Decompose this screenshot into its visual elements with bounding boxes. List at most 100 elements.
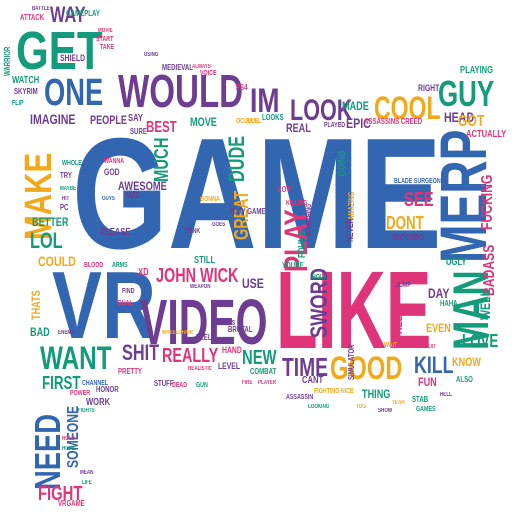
word-kill: KILL <box>414 352 454 379</box>
word-look: LOOK <box>290 94 353 127</box>
word-real: REAL <box>286 121 311 135</box>
word-show: SHOW <box>378 408 393 414</box>
word-ugly: UGLY <box>446 257 467 268</box>
word-skill: SKILL <box>246 118 262 125</box>
word-whole: WHOLE <box>62 160 82 167</box>
word-bad: BAD <box>30 325 50 339</box>
word-something: SOMETHING <box>306 203 313 236</box>
word-fun: FUN <box>418 375 437 389</box>
word-blood: BLOOD <box>84 262 104 269</box>
word-arms: ARMS <box>112 262 128 269</box>
word-still: STILL <box>194 255 216 266</box>
word-awesome: AWESOME <box>118 179 167 193</box>
word-god: GOD <box>104 167 120 177</box>
word-wheelchair: WHEELCHAIR <box>162 330 193 336</box>
word-keep: KEEP <box>391 309 405 334</box>
word-way: WAY <box>50 2 86 27</box>
word-medieval: MEDIEVAL <box>162 63 193 72</box>
word-amazing: AMAZING <box>347 191 356 220</box>
word-youre: YOURE <box>282 261 304 270</box>
word-fight: FIGHT <box>38 483 83 505</box>
word-flip: FLIP <box>12 100 24 107</box>
word-work: WORK <box>86 397 111 408</box>
word-cool: COOL <box>374 90 441 126</box>
word-enemy: ENEMY <box>58 330 75 336</box>
word-lot: LOT <box>278 185 291 194</box>
word-honor: HONOR <box>96 385 119 394</box>
word-first: FIRST <box>42 373 81 393</box>
word-watching: WATCHING <box>392 233 425 242</box>
word-better: BETTER <box>32 215 69 229</box>
word-brutal: BRUTAL <box>228 325 253 334</box>
word-hope: HOPE <box>62 446 75 452</box>
word-feel: FEEL <box>196 333 212 342</box>
word-going: GOING <box>337 150 348 176</box>
word-power: POWER <box>70 390 91 397</box>
word-shit: SHIT <box>122 340 160 365</box>
word-thats: THATS <box>29 290 43 320</box>
word-hand: HAND <box>222 345 242 355</box>
word-oculus: OCULUS <box>236 118 259 125</box>
word-good: GOOD <box>330 350 403 386</box>
word-dont: DONT <box>386 213 424 233</box>
word-jump: JUMP <box>396 282 411 289</box>
word-hell: HELL <box>440 392 452 398</box>
word-looking: LOOKING <box>308 404 330 410</box>
word-made: MADE <box>342 99 369 113</box>
word-video: VIDEO <box>140 286 268 358</box>
word-battle: BATTLE <box>32 6 50 12</box>
word-stuff: STUFF <box>154 379 174 388</box>
word-fire: FIRE <box>242 380 253 386</box>
word-feels: FEELS <box>218 320 236 327</box>
word-gun: GUN <box>196 382 208 389</box>
word-im: IM <box>250 82 280 120</box>
word-would: WOULD <box>118 65 244 117</box>
word-holy: HOLY <box>312 274 327 281</box>
word-wanna: WANNA <box>104 158 125 165</box>
word-day: DAY <box>428 285 450 301</box>
word-voice: VOICE <box>200 70 217 77</box>
word-next: NEXT <box>424 344 437 350</box>
word-john-wick: JOHN WICK <box>156 265 239 287</box>
word-time: TIME <box>282 352 328 382</box>
word-game: GAME <box>72 106 442 282</box>
word-goes: GOES <box>212 222 226 228</box>
word-looks: LOOKS <box>262 113 284 122</box>
word-gameplay: GAMEPLAY <box>66 9 100 18</box>
word-find: FIND <box>122 288 135 295</box>
word-haha: HAHA <box>440 299 458 308</box>
word-even: EVEN <box>426 321 451 335</box>
word-vr: VR <box>52 252 157 359</box>
word-weapon: WEAPON <box>190 284 211 290</box>
word-pc: PC <box>60 203 69 212</box>
word-people: PEOPLE <box>90 113 128 127</box>
word-imagine: IMAGINE <box>30 111 76 127</box>
word-hit: HIT <box>62 196 70 202</box>
word-right: RIGHT <box>418 83 440 93</box>
word-maybe: MAYBE <box>60 186 77 192</box>
word-playing: PLAYING <box>460 65 494 76</box>
word-fighting-nice: FIGHTING NICE <box>314 388 354 395</box>
word-combat: COMBAT <box>250 367 277 376</box>
word-pretty: PRETTY <box>118 367 142 376</box>
word-games: GAMES <box>416 406 436 413</box>
word-warrior: WARRIOR <box>3 46 12 76</box>
word-also: ALSO <box>456 375 473 384</box>
word-like: LIKE <box>276 249 432 372</box>
word-assassins-creed: ASSASSINS CREED <box>364 117 423 126</box>
word-see: SEE <box>404 189 434 211</box>
word-never: NEVER <box>345 218 355 242</box>
word-really: REALLY <box>162 345 219 367</box>
word-get: GET <box>16 21 103 81</box>
word-skyrim: SKYRIM <box>14 87 38 96</box>
word-one: ONE <box>44 72 104 114</box>
word-say: SAY <box>128 113 143 124</box>
word-could: COULD <box>38 253 76 269</box>
word-dual: DUAL <box>118 300 133 307</box>
word-try: TRY <box>60 171 72 180</box>
word-movie: MOVIE <box>98 28 113 34</box>
word-epic: EPIC <box>346 115 371 131</box>
word-killing: KILLING <box>286 200 308 207</box>
word-use: USE <box>242 275 264 291</box>
